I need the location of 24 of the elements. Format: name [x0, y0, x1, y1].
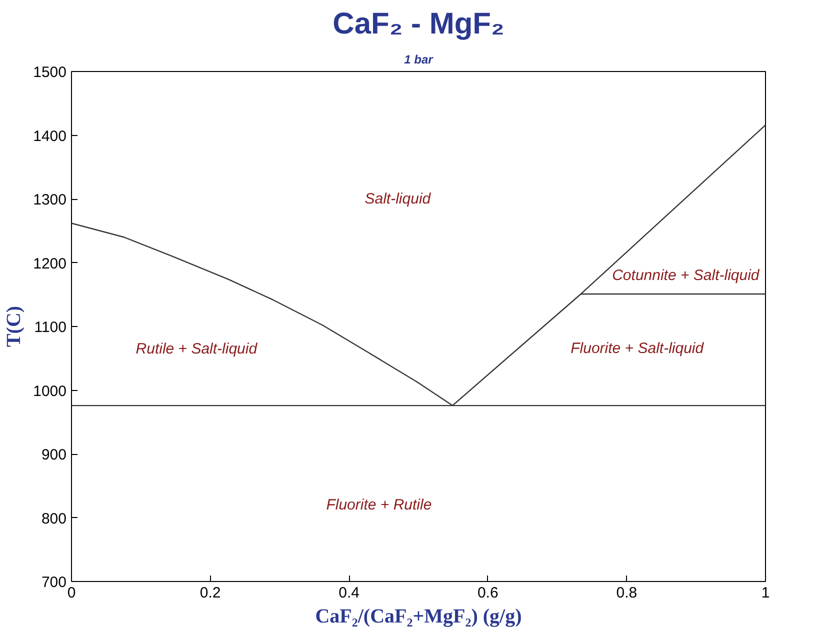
- annotation: Cotunnite + Salt-liquid: [612, 267, 760, 284]
- x-tick-label: 0: [67, 584, 76, 602]
- chart-title: CaF₂ - MgF₂: [332, 8, 504, 40]
- x-tick-label: 1: [761, 584, 770, 602]
- annotation: Salt-liquid: [364, 190, 432, 208]
- annotation: Fluorite + Rutile: [326, 496, 432, 514]
- x-tick-label: 0.6: [477, 584, 498, 602]
- y-tick-label: 800: [41, 510, 67, 528]
- y-axis-title: T(C): [3, 306, 26, 348]
- y-tick-label: 1200: [33, 255, 67, 272]
- x-tick-label: 0.4: [338, 584, 360, 602]
- annotation: Rutile + Salt-liquid: [136, 340, 258, 358]
- chart-subtitle: 1 bar: [404, 52, 434, 66]
- y-tick-label: 1000: [33, 382, 67, 400]
- y-tick-label: 1300: [33, 192, 67, 208]
- y-tick-label: 700: [41, 574, 67, 591]
- x-axis-title: CaF₂/(CaF₂+MgF₂) (g/g): [315, 606, 522, 628]
- x-tick-label: 0.8: [616, 584, 638, 602]
- x-tick-label: 0.2: [200, 584, 221, 602]
- y-tick-label: 900: [41, 446, 67, 464]
- y-tick-label: 1400: [33, 128, 67, 145]
- y-tick-label: 1500: [33, 64, 67, 81]
- y-tick-label: 1100: [34, 319, 67, 336]
- annotation: Fluorite + Salt-liquid: [570, 340, 704, 357]
